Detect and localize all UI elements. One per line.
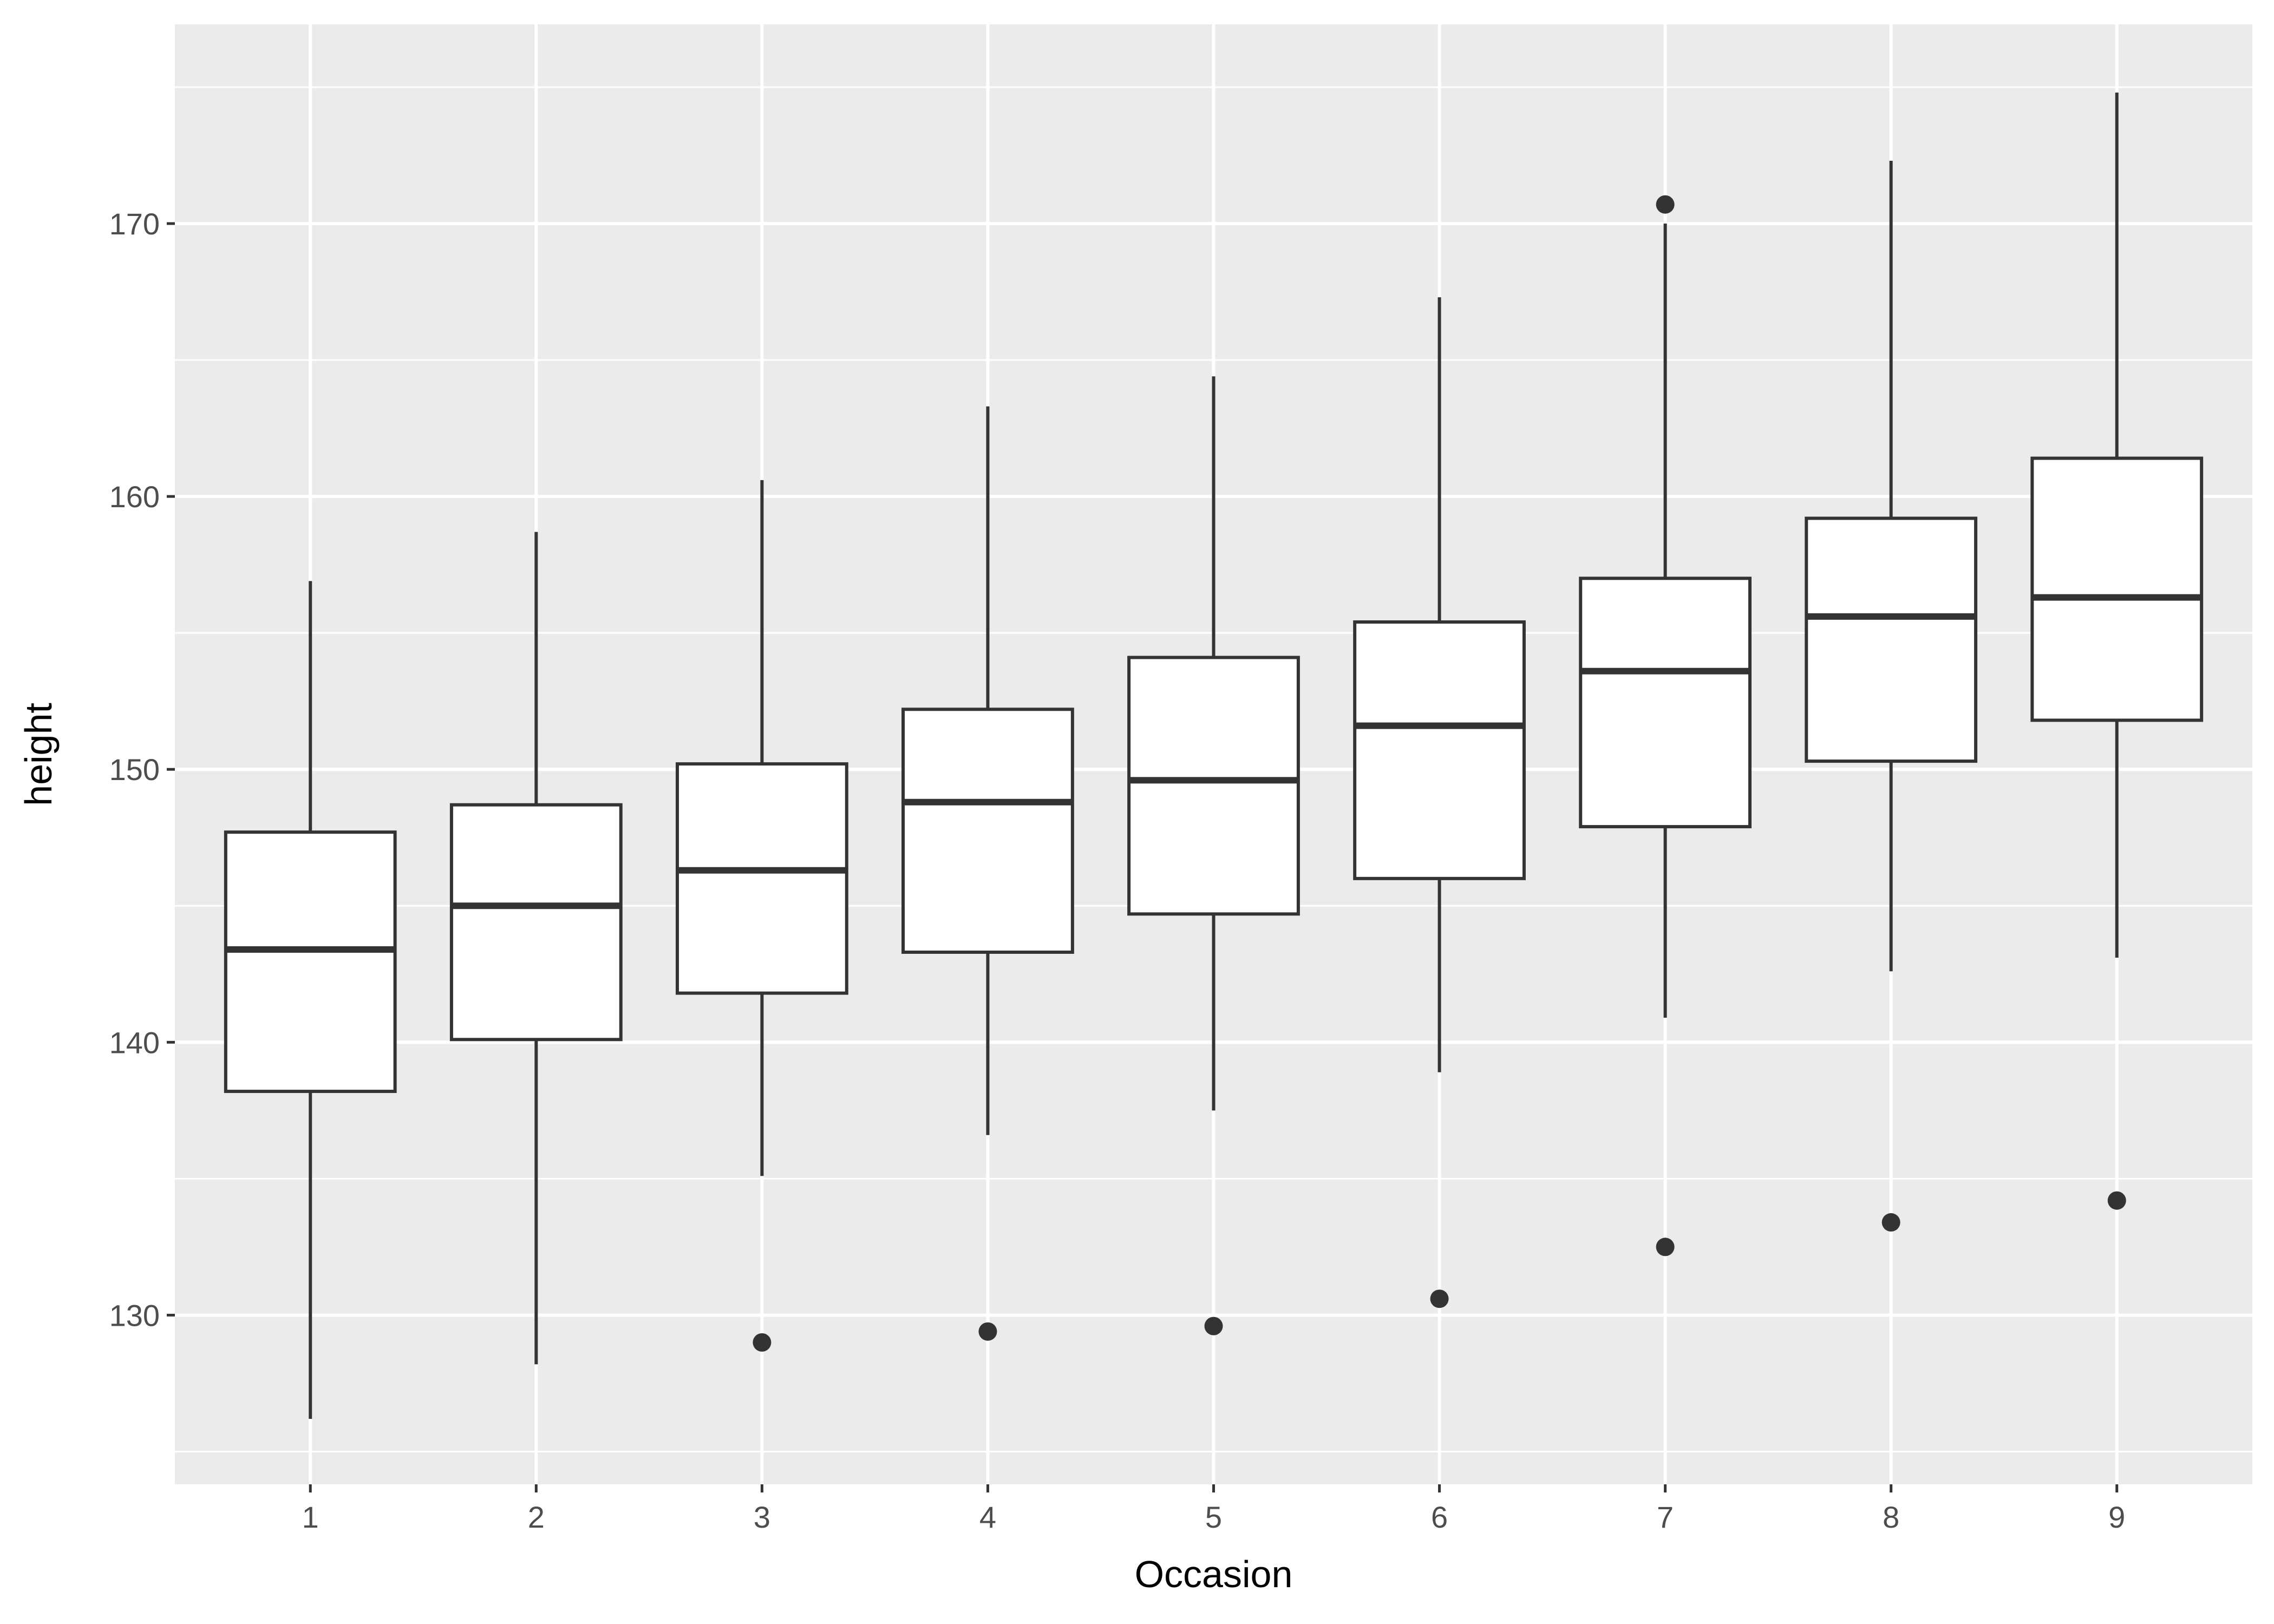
box: [901, 708, 1074, 954]
outlier-point: [1430, 1289, 1449, 1308]
box-group: [901, 406, 1074, 1341]
y-tick-label: 160: [109, 480, 160, 514]
box-group: [675, 480, 848, 1352]
box-group: [1805, 161, 1978, 1232]
outlier-point: [978, 1322, 997, 1341]
outlier-point: [1204, 1317, 1223, 1335]
x-tick-label: 9: [2108, 1500, 2125, 1534]
x-tick-label: 3: [754, 1500, 770, 1534]
box-group: [224, 581, 397, 1419]
x-tick-label: 5: [1205, 1500, 1222, 1534]
box-group: [1127, 376, 1300, 1335]
y-tick-label: 170: [109, 207, 160, 241]
y-tick-label: 130: [109, 1298, 160, 1332]
box: [1353, 620, 1526, 880]
box-group: [449, 532, 623, 1365]
box-group: [1579, 195, 1752, 1256]
box: [1127, 656, 1300, 916]
outlier-point: [2107, 1191, 2126, 1210]
box: [675, 762, 848, 995]
box: [1579, 577, 1752, 829]
x-tick-label: 6: [1431, 1500, 1448, 1534]
box-group: [2030, 93, 2204, 1210]
outlier-point: [753, 1333, 772, 1352]
x-tick-label: 7: [1657, 1500, 1674, 1534]
outlier-point: [1656, 1237, 1675, 1256]
x-axis-title: Occasion: [1135, 1553, 1293, 1595]
outlier-point: [1881, 1213, 1900, 1232]
box: [449, 803, 623, 1042]
y-tick-label: 140: [109, 1025, 160, 1059]
y-axis: 130 140 150 160 170: [109, 207, 175, 1332]
x-tick-label: 1: [302, 1500, 319, 1534]
box: [1805, 516, 1978, 763]
x-tick-label: 4: [979, 1500, 996, 1534]
box: [2030, 456, 2204, 722]
box: [224, 830, 397, 1093]
y-tick-label: 150: [109, 752, 160, 787]
box-group: [1353, 297, 1526, 1308]
y-axis-title: height: [17, 703, 60, 806]
x-axis: 1 2 3 4 5 6 7 8 9: [302, 1484, 2125, 1534]
outlier-point: [1656, 195, 1675, 214]
x-tick-label: 8: [1883, 1500, 1899, 1534]
x-tick-label: 2: [528, 1500, 545, 1534]
boxes: [224, 93, 2204, 1419]
